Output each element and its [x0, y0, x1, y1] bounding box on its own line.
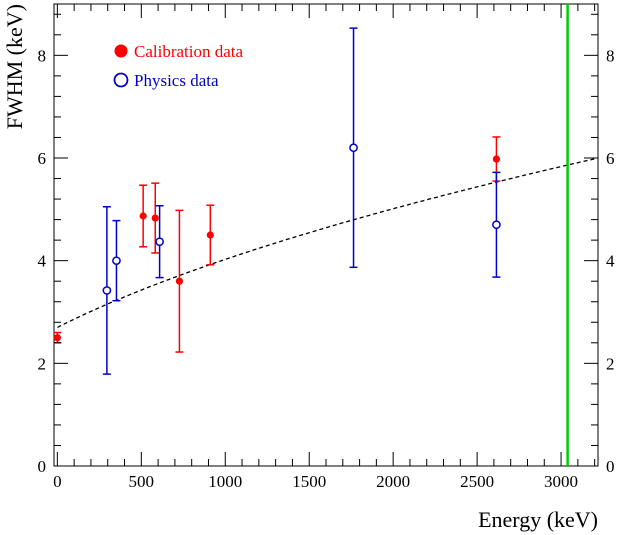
y-tick-label-left: 0 [38, 457, 47, 476]
legend: Calibration data Physics data [113, 42, 244, 90]
fit-curve [57, 158, 595, 328]
x-tick-label: 500 [129, 472, 155, 491]
data-marker [155, 237, 164, 247]
physics-point [102, 206, 112, 375]
calibration-point [151, 182, 160, 254]
y-tick-label-right: 4 [606, 252, 615, 271]
data-marker [112, 256, 121, 266]
x-tick-label: 3000 [544, 472, 578, 491]
fit-curve-layer [57, 158, 595, 328]
x-tick-label: 2500 [460, 472, 494, 491]
y-tick-label-left: 8 [38, 46, 47, 65]
y-tick-label-right: 8 [606, 46, 615, 65]
y-tick-label-right: 2 [606, 354, 615, 373]
physics-point [349, 27, 358, 269]
y-tick-label-left: 6 [38, 149, 47, 168]
y-tick-label-left: 4 [38, 252, 47, 271]
calibration-point [139, 184, 148, 248]
data-points-layer [53, 27, 501, 375]
data-marker [175, 277, 184, 285]
data-marker [349, 143, 358, 153]
data-marker [139, 212, 147, 220]
legend-marker-calibration [114, 44, 128, 58]
calibration-point [175, 209, 184, 353]
physics-point [492, 171, 501, 278]
x-tick-label: 1000 [208, 472, 242, 491]
legend-label-calibration: Calibration data [134, 42, 244, 61]
x-tick-label: 0 [53, 472, 62, 491]
calibration-point [206, 204, 215, 266]
y-tick-label-right: 0 [606, 457, 615, 476]
data-marker [206, 231, 214, 239]
x-axis-title: Energy (keV) [478, 507, 598, 532]
data-marker [492, 220, 501, 230]
physics-point [155, 204, 164, 279]
y-tick-label-left: 2 [38, 354, 47, 373]
data-marker [151, 214, 159, 222]
x-tick-label: 2000 [376, 472, 410, 491]
data-marker [53, 334, 61, 342]
legend-marker-physics [113, 72, 129, 88]
y-tick-label-right: 6 [606, 149, 615, 168]
x-tick-label: 1500 [292, 472, 326, 491]
data-marker [102, 286, 112, 295]
y-axis-title: FWHM (keV) [2, 4, 27, 129]
legend-label-physics: Physics data [134, 71, 219, 90]
physics-point [112, 219, 121, 302]
data-marker [492, 155, 501, 163]
